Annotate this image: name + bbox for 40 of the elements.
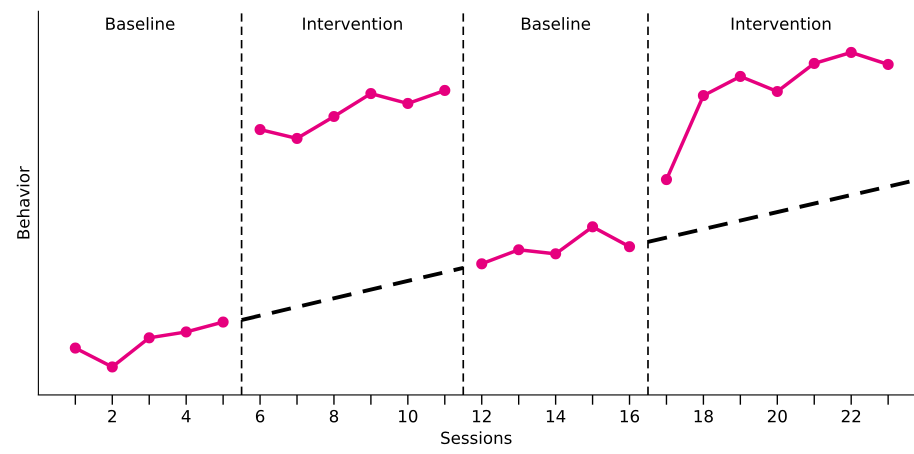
point	[660, 174, 672, 186]
x-tick-label: 16	[620, 410, 640, 422]
point	[144, 332, 155, 344]
point	[476, 258, 488, 270]
point	[698, 90, 709, 102]
point	[180, 326, 192, 338]
point	[328, 110, 340, 122]
x-tick-label: 6	[256, 410, 264, 422]
x-tick-label: 10	[399, 410, 418, 422]
point	[365, 88, 376, 100]
point	[218, 316, 229, 328]
point	[439, 84, 450, 96]
x-tick-label: 20	[768, 410, 787, 422]
x-tick-label: 22	[842, 410, 860, 422]
y-axis-title: Behavior	[16, 166, 30, 239]
x-tick-label: 8	[330, 410, 338, 422]
point	[882, 58, 894, 70]
text: Intervention	[303, 17, 402, 30]
x-tick-label: 4	[182, 410, 191, 422]
point	[402, 98, 414, 110]
point	[734, 70, 746, 82]
point	[254, 124, 266, 136]
x-tick-label: 18	[694, 410, 713, 422]
point	[846, 46, 857, 58]
text: Baseline	[522, 17, 590, 30]
point	[587, 221, 598, 232]
point	[550, 248, 562, 260]
point	[70, 342, 81, 354]
point	[291, 132, 303, 144]
text: Baseline	[106, 17, 174, 30]
point	[624, 241, 636, 252]
point	[513, 244, 524, 256]
x-tick-label: 14	[546, 410, 566, 422]
x-axis-title: Sessions	[441, 431, 512, 444]
x-tick-label: 12	[472, 410, 491, 422]
point	[106, 361, 118, 372]
point	[772, 86, 783, 98]
text: Intervention	[732, 17, 830, 30]
x-tick-label: 2	[108, 410, 116, 422]
point	[808, 58, 820, 69]
